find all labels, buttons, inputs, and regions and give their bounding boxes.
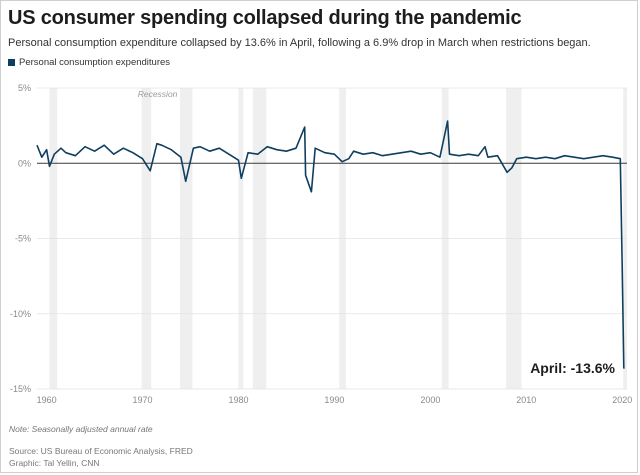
y-tick-label: -15% <box>10 384 31 394</box>
annotation-april: April: -13.6% <box>530 360 615 376</box>
x-tick-label: 1960 <box>37 395 57 405</box>
y-tick-label: 0% <box>18 158 31 168</box>
y-tick-label: 5% <box>18 83 31 93</box>
x-tick-label: 1990 <box>324 395 344 405</box>
x-tick-label: 2020 <box>612 395 632 405</box>
legend: Personal consumption expenditures <box>8 57 170 68</box>
chart-source: Source: US Bureau of Economic Analysis, … <box>9 446 193 456</box>
line-chart: Recession 5% 0% -5% -10% -15% 1960 1970 1980 1990… <box>10 83 632 405</box>
x-tick-label: 2010 <box>516 395 536 405</box>
legend-label: Personal consumption expenditures <box>19 57 171 68</box>
chart-title: US consumer spending collapsed during th… <box>8 7 522 29</box>
series-line-personal-consumption-expenditures <box>36 120 625 369</box>
recession-label: Recession <box>138 89 178 99</box>
x-tick-label: 2000 <box>420 395 440 405</box>
legend-swatch <box>8 59 15 66</box>
x-tick-label: 1980 <box>228 395 248 405</box>
y-tick-label: -10% <box>10 309 31 319</box>
chart-credit: Graphic: Tal Yellin, CNN <box>9 458 100 468</box>
chart-subtitle: Personal consumption expenditure collaps… <box>8 37 591 49</box>
chart-note: Note: Seasonally adjusted annual rate <box>9 424 153 434</box>
x-tick-label: 1970 <box>133 395 153 405</box>
y-tick-label: -5% <box>15 234 31 244</box>
